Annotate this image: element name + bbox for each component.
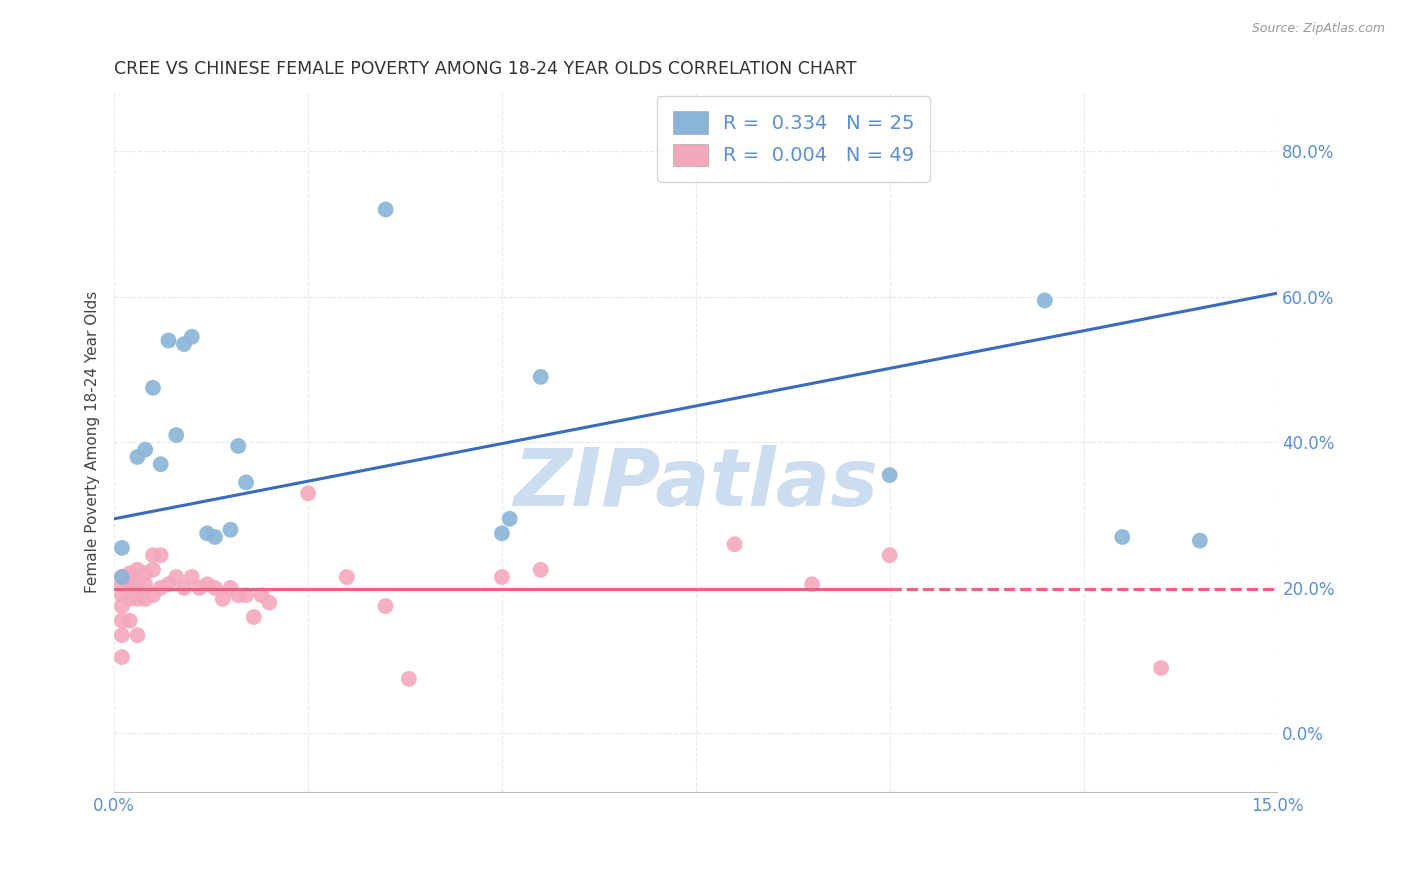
- Point: [235, 588, 257, 602]
- Point: [219, 523, 242, 537]
- Point: [211, 591, 233, 606]
- Point: [398, 672, 420, 686]
- Point: [127, 563, 149, 577]
- Point: [111, 599, 134, 614]
- Point: [235, 475, 257, 490]
- Point: [219, 581, 242, 595]
- Point: [111, 570, 134, 584]
- Point: [226, 588, 249, 602]
- Point: [142, 588, 165, 602]
- Point: [111, 650, 134, 665]
- Point: [111, 614, 134, 628]
- Point: [491, 526, 513, 541]
- Point: [242, 610, 264, 624]
- Point: [173, 337, 195, 351]
- Point: [142, 563, 165, 577]
- Point: [297, 486, 319, 500]
- Point: [111, 577, 134, 591]
- Point: [250, 588, 273, 602]
- Point: [134, 566, 156, 581]
- Point: [149, 581, 172, 595]
- Point: [1188, 533, 1211, 548]
- Text: Source: ZipAtlas.com: Source: ZipAtlas.com: [1251, 22, 1385, 36]
- Point: [204, 581, 226, 595]
- Point: [149, 548, 172, 562]
- Point: [118, 577, 141, 591]
- Point: [111, 628, 134, 642]
- Point: [165, 428, 187, 442]
- Point: [142, 548, 165, 562]
- Point: [801, 577, 824, 591]
- Point: [118, 591, 141, 606]
- Point: [204, 530, 226, 544]
- Point: [1150, 661, 1173, 675]
- Point: [1033, 293, 1056, 308]
- Point: [259, 595, 281, 609]
- Point: [127, 591, 149, 606]
- Point: [374, 202, 396, 217]
- Point: [180, 330, 202, 344]
- Point: [157, 334, 180, 348]
- Text: CREE VS CHINESE FEMALE POVERTY AMONG 18-24 YEAR OLDS CORRELATION CHART: CREE VS CHINESE FEMALE POVERTY AMONG 18-…: [114, 60, 856, 78]
- Point: [499, 512, 522, 526]
- Point: [134, 442, 156, 457]
- Text: ZIPatlas: ZIPatlas: [513, 445, 879, 524]
- Point: [127, 628, 149, 642]
- Point: [180, 570, 202, 584]
- Point: [879, 548, 901, 562]
- Point: [530, 563, 553, 577]
- Point: [188, 581, 211, 595]
- Point: [165, 570, 187, 584]
- Point: [127, 450, 149, 464]
- Point: [111, 570, 134, 584]
- Point: [118, 614, 141, 628]
- Legend: R =  0.334   N = 25, R =  0.004   N = 49: R = 0.334 N = 25, R = 0.004 N = 49: [657, 95, 931, 182]
- Point: [142, 381, 165, 395]
- Point: [879, 468, 901, 483]
- Point: [127, 574, 149, 588]
- Point: [491, 570, 513, 584]
- Point: [723, 537, 745, 551]
- Point: [530, 370, 553, 384]
- Point: [195, 577, 218, 591]
- Point: [226, 439, 249, 453]
- Point: [149, 457, 172, 471]
- Point: [111, 588, 134, 602]
- Point: [134, 591, 156, 606]
- Point: [374, 599, 396, 614]
- Point: [118, 566, 141, 581]
- Point: [336, 570, 359, 584]
- Point: [111, 541, 134, 555]
- Point: [157, 577, 180, 591]
- Point: [1111, 530, 1133, 544]
- Point: [134, 577, 156, 591]
- Point: [173, 581, 195, 595]
- Point: [127, 581, 149, 595]
- Y-axis label: Female Poverty Among 18-24 Year Olds: Female Poverty Among 18-24 Year Olds: [86, 292, 100, 593]
- Point: [195, 526, 218, 541]
